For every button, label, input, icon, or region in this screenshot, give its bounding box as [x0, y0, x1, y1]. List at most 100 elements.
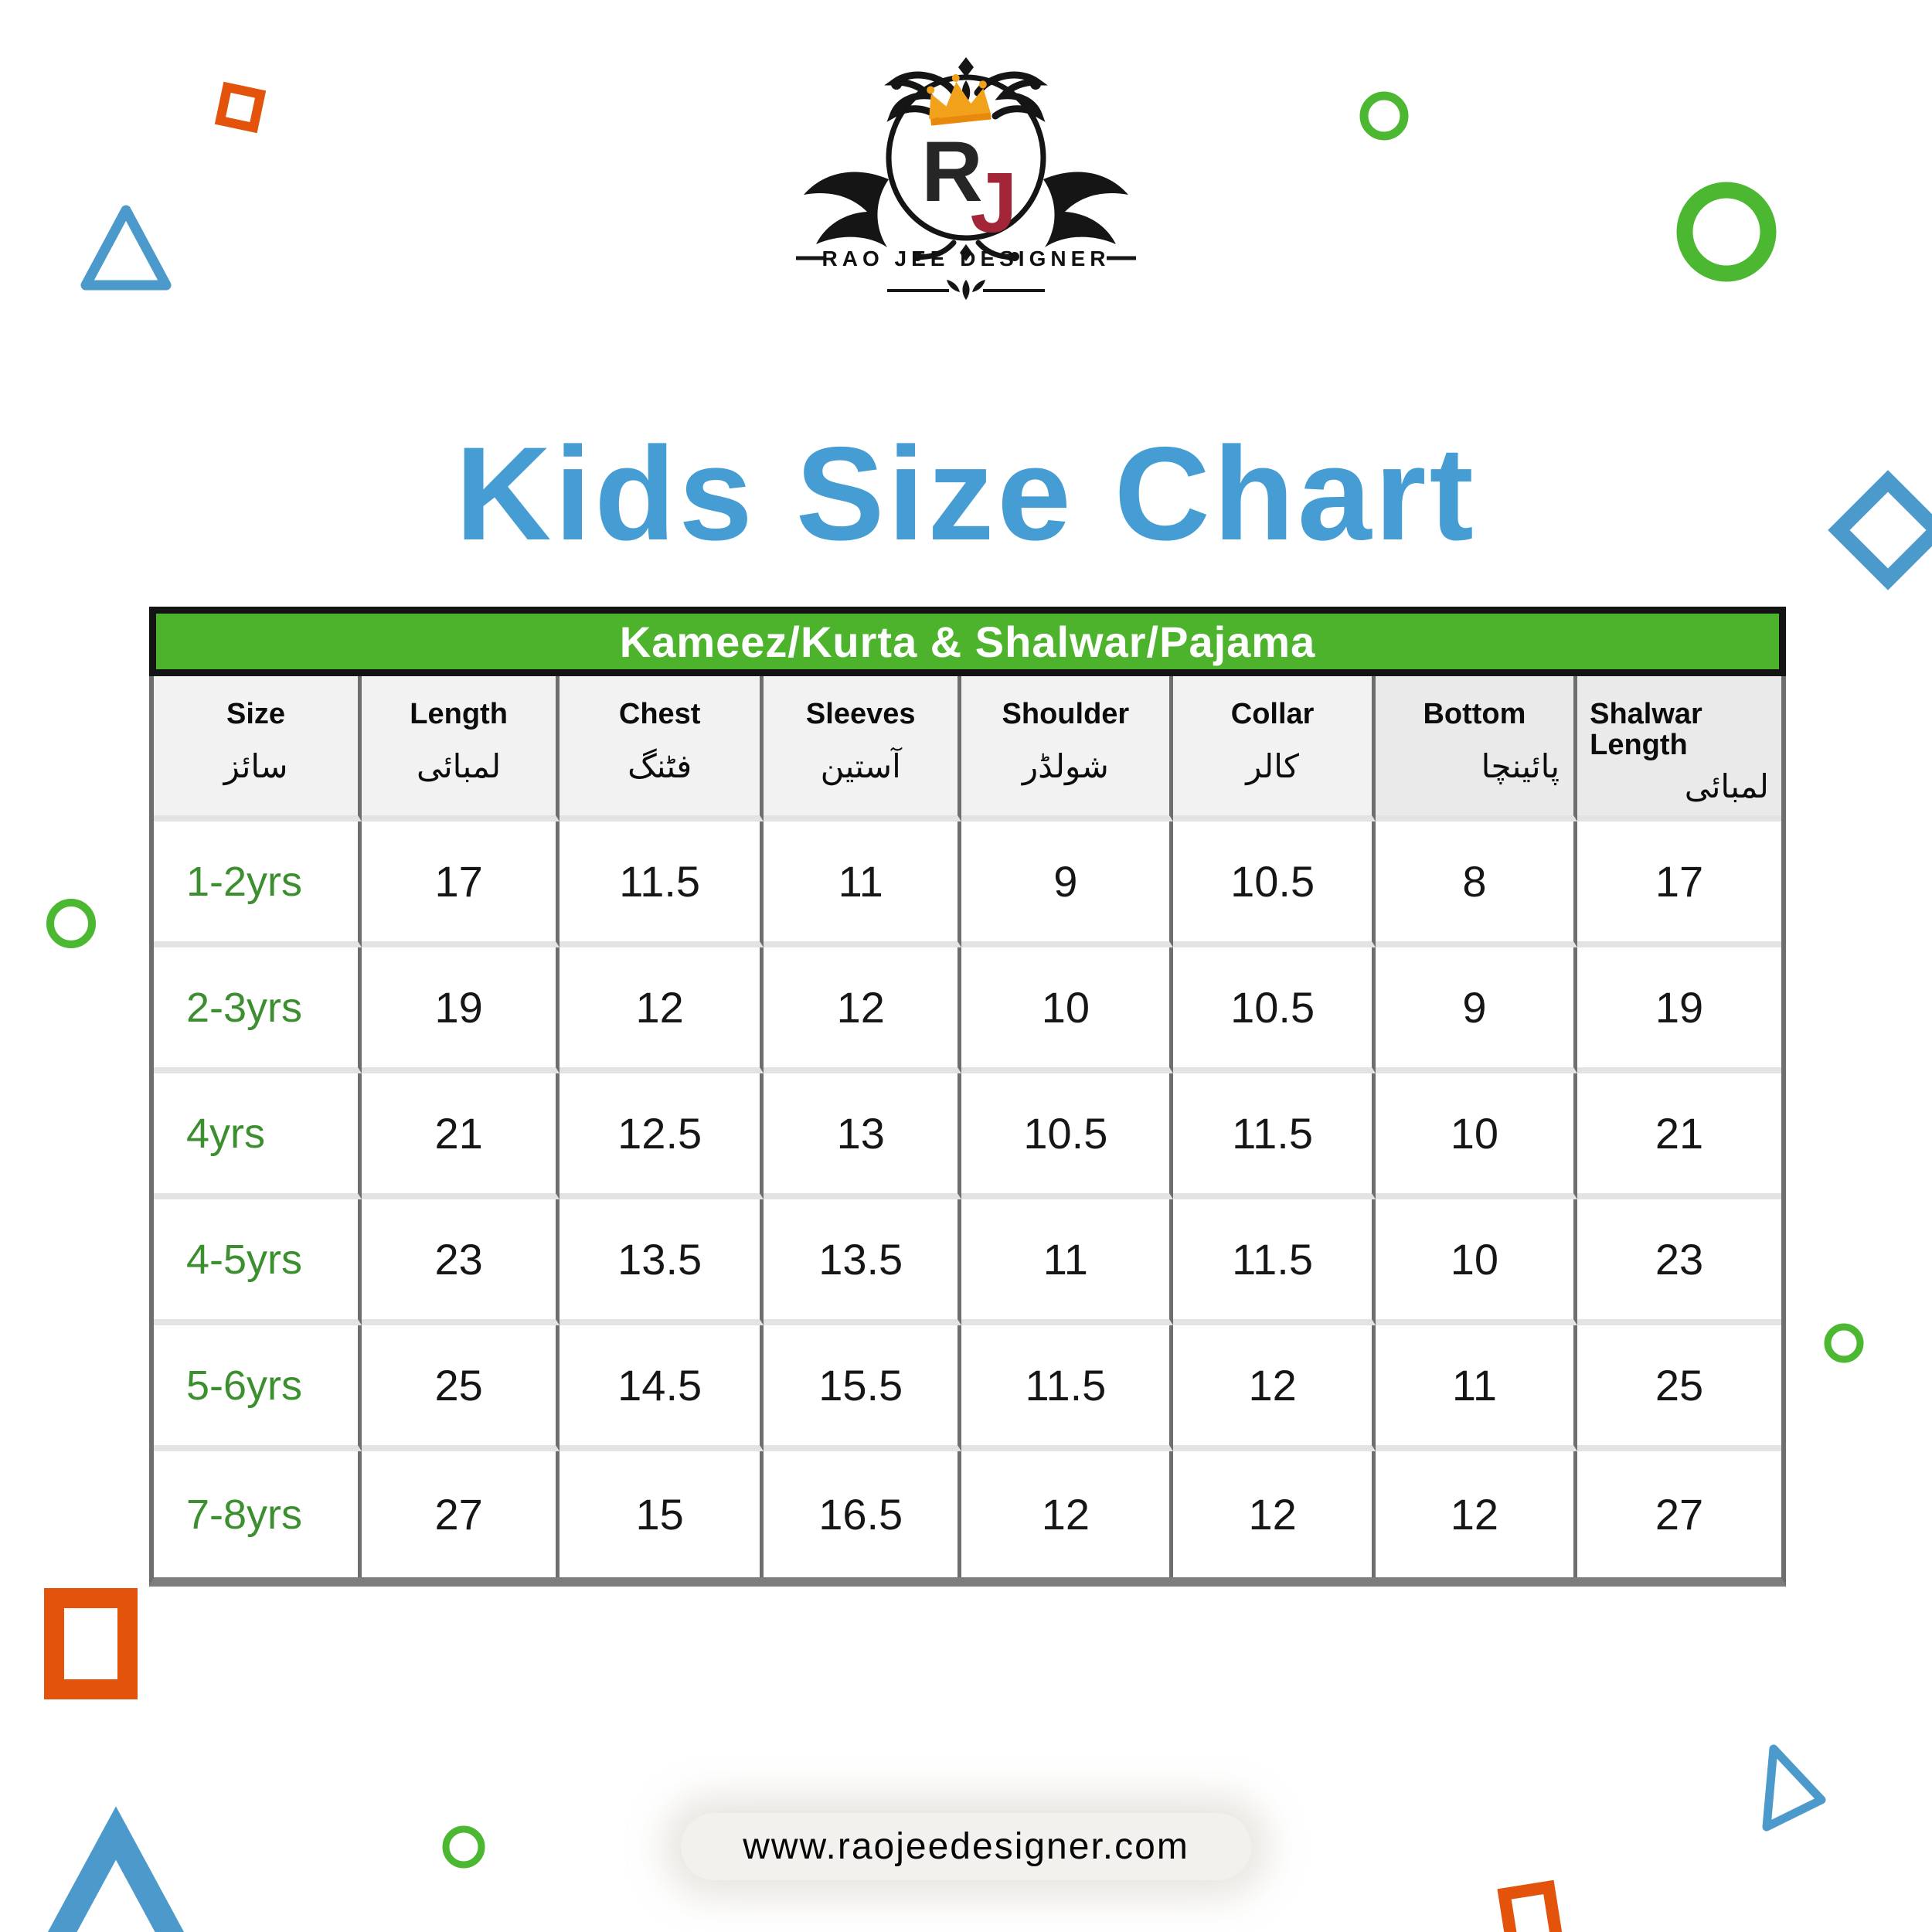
measurement-value: 10 — [1450, 1109, 1499, 1158]
measurement-value: 10.5 — [1230, 857, 1315, 906]
measurement-value: 11 — [1451, 1361, 1497, 1410]
measurement-value: 12 — [635, 983, 684, 1032]
column-header: Sleeves آستین — [764, 676, 962, 821]
website-link[interactable]: www.raojeedesigner.com — [743, 1826, 1189, 1867]
table-value-cell: 11.5 — [560, 821, 764, 947]
table-value-cell: 11 — [1375, 1325, 1578, 1451]
measurement-value: 21 — [1655, 1109, 1704, 1158]
table-value-cell: 23 — [1577, 1199, 1781, 1325]
column-header: Collar کالر — [1173, 676, 1376, 821]
measurement-value: 17 — [1655, 857, 1704, 906]
table-value-cell: 12.5 — [560, 1073, 764, 1199]
column-header: Length لمبائی — [362, 676, 560, 821]
table-value-cell: 9 — [961, 821, 1174, 947]
table-row-size-cell: 2-3yrs — [154, 947, 362, 1073]
measurement-value: 10 — [1041, 983, 1090, 1032]
measurement-value: 14.5 — [617, 1361, 702, 1410]
table-value-cell: 15 — [560, 1451, 764, 1577]
table-value-cell: 10.5 — [1173, 821, 1376, 947]
column-header-urdu: لمبائی — [416, 747, 502, 785]
column-header-english: Sleeves — [805, 698, 916, 730]
table-row-size-cell: 1-2yrs — [154, 821, 362, 947]
measurement-value: 25 — [434, 1361, 483, 1410]
table-value-cell: 10.5 — [1173, 947, 1376, 1073]
table-value-cell: 8 — [1375, 821, 1578, 947]
measurement-value: 15 — [635, 1490, 684, 1539]
column-header: Bottom پائینچا — [1375, 676, 1578, 821]
table-value-cell: 11 — [961, 1199, 1174, 1325]
measurement-value: 11.5 — [1232, 1235, 1314, 1284]
measurement-value: 13.5 — [617, 1235, 702, 1284]
measurement-value: 13 — [836, 1109, 885, 1158]
table-value-cell: 25 — [1577, 1325, 1781, 1451]
measurement-value: 12 — [1248, 1361, 1297, 1410]
decor-green-circle-icon — [1824, 1323, 1864, 1363]
table-value-cell: 17 — [1577, 821, 1781, 947]
table-value-cell: 12 — [961, 1451, 1174, 1577]
table-value-cell: 21 — [362, 1073, 560, 1199]
column-header: Chest فٹنگ — [560, 676, 764, 821]
column-header: Shalwar Length لمبائی — [1577, 676, 1781, 821]
table-value-cell: 12 — [1173, 1451, 1376, 1577]
table-value-cell: 11.5 — [1173, 1073, 1376, 1199]
table-value-cell: 25 — [362, 1325, 560, 1451]
column-header-urdu: سائز — [223, 747, 288, 785]
table-value-cell: 15.5 — [764, 1325, 962, 1451]
measurement-value: 13.5 — [818, 1235, 903, 1284]
column-header-urdu: لمبائی — [1684, 767, 1769, 805]
column-header-english: Shalwar Length — [1590, 698, 1702, 761]
size-table: Size سائز Length لمبائی Chest فٹنگ Sleev… — [149, 676, 1786, 1587]
page-title: Kids Size Chart — [455, 420, 1477, 568]
measurement-value: 10.5 — [1023, 1109, 1108, 1158]
measurement-value: 12.5 — [617, 1109, 702, 1158]
table-row-size-cell: 7-8yrs — [154, 1451, 362, 1577]
table-value-cell: 11.5 — [1173, 1199, 1376, 1325]
decor-blue-triangle-icon — [1762, 1744, 1826, 1832]
measurement-value: 10.5 — [1230, 983, 1315, 1032]
measurement-value: 27 — [1655, 1490, 1704, 1539]
table-value-cell: 23 — [362, 1199, 560, 1325]
table-value-cell: 27 — [1577, 1451, 1781, 1577]
decor-orange-square-icon — [44, 1588, 138, 1699]
table-value-cell: 10 — [1375, 1199, 1578, 1325]
table-value-cell: 12 — [560, 947, 764, 1073]
measurement-value: 25 — [1655, 1361, 1704, 1410]
measurement-value: 19 — [434, 983, 483, 1032]
table-value-cell: 12 — [1173, 1325, 1376, 1451]
table-value-cell: 12 — [1375, 1451, 1578, 1577]
column-header: Size سائز — [154, 676, 362, 821]
table-value-cell: 14.5 — [560, 1325, 764, 1451]
decor-orange-square-icon — [214, 81, 267, 134]
column-header-english: Collar — [1230, 698, 1315, 730]
decor-green-circle-icon — [442, 1825, 485, 1869]
table-value-cell: 9 — [1375, 947, 1578, 1073]
decor-blue-triangle-icon — [47, 1806, 185, 1932]
table-value-cell: 10 — [1375, 1073, 1578, 1199]
table-row-size-cell: 5-6yrs — [154, 1325, 362, 1451]
decor-orange-square-icon — [1497, 1879, 1565, 1932]
table-value-cell: 10.5 — [961, 1073, 1174, 1199]
measurement-value: 11 — [838, 857, 883, 906]
measurement-value: 27 — [434, 1490, 483, 1539]
table-value-cell: 21 — [1577, 1073, 1781, 1199]
table-value-cell: 13 — [764, 1073, 962, 1199]
measurement-value: 21 — [434, 1109, 483, 1158]
measurement-value: 9 — [1462, 983, 1487, 1032]
measurement-value: 9 — [1053, 857, 1078, 906]
size-label: 2-3yrs — [186, 984, 303, 1031]
table-value-cell: 11 — [764, 821, 962, 947]
measurement-value: 15.5 — [818, 1361, 903, 1410]
size-label: 1-2yrs — [186, 858, 303, 905]
table-value-cell: 19 — [362, 947, 560, 1073]
table-value-cell: 13.5 — [764, 1199, 962, 1325]
decor-blue-triangle-icon — [80, 205, 172, 291]
size-label: 4-5yrs — [186, 1236, 303, 1283]
measurement-value: 19 — [1655, 983, 1704, 1032]
table-row-size-cell: 4-5yrs — [154, 1199, 362, 1325]
table-row-size-cell: 4yrs — [154, 1073, 362, 1199]
table-value-cell: 19 — [1577, 947, 1781, 1073]
column-header-urdu: آستین — [820, 747, 901, 785]
decor-green-ring-icon — [1676, 182, 1777, 282]
measurement-value: 23 — [434, 1235, 483, 1284]
